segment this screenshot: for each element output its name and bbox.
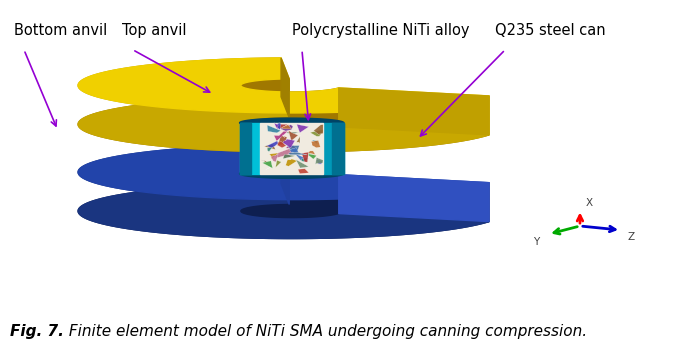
Polygon shape <box>308 151 316 155</box>
Polygon shape <box>275 160 282 168</box>
Polygon shape <box>78 145 489 239</box>
Polygon shape <box>311 140 320 148</box>
Polygon shape <box>316 157 323 164</box>
Polygon shape <box>310 130 323 136</box>
Polygon shape <box>241 79 339 131</box>
Polygon shape <box>339 175 489 221</box>
Polygon shape <box>271 155 278 162</box>
Polygon shape <box>283 154 295 159</box>
Polygon shape <box>308 154 316 159</box>
Polygon shape <box>239 118 344 127</box>
Polygon shape <box>286 159 297 166</box>
Polygon shape <box>287 146 300 153</box>
Polygon shape <box>339 88 489 135</box>
Polygon shape <box>316 159 323 164</box>
Polygon shape <box>78 58 489 152</box>
Polygon shape <box>297 124 309 133</box>
Polygon shape <box>239 123 260 174</box>
Polygon shape <box>262 161 273 168</box>
Polygon shape <box>323 123 344 174</box>
Text: Y: Y <box>533 237 539 247</box>
Polygon shape <box>274 131 288 141</box>
Polygon shape <box>280 125 293 131</box>
Polygon shape <box>307 152 311 155</box>
Text: Fig. 7.: Fig. 7. <box>10 324 64 339</box>
Polygon shape <box>313 125 323 134</box>
Polygon shape <box>78 58 489 113</box>
Polygon shape <box>262 160 267 162</box>
Polygon shape <box>295 154 304 161</box>
Polygon shape <box>298 169 309 174</box>
Polygon shape <box>289 130 298 141</box>
Polygon shape <box>275 123 281 130</box>
Polygon shape <box>266 167 271 170</box>
Polygon shape <box>264 144 275 150</box>
Polygon shape <box>296 159 309 168</box>
Polygon shape <box>277 135 287 145</box>
Text: Q235 steel can: Q235 steel can <box>495 22 606 38</box>
Polygon shape <box>286 132 299 134</box>
Polygon shape <box>269 153 278 159</box>
Text: Bottom anvil: Bottom anvil <box>14 22 107 38</box>
Polygon shape <box>289 148 298 152</box>
Polygon shape <box>281 58 289 118</box>
Polygon shape <box>282 135 285 138</box>
Polygon shape <box>281 145 289 204</box>
Polygon shape <box>274 123 278 130</box>
Polygon shape <box>78 145 489 200</box>
Polygon shape <box>241 166 339 218</box>
Polygon shape <box>286 145 296 149</box>
Polygon shape <box>332 123 344 174</box>
Polygon shape <box>289 152 307 155</box>
Text: Finite element model of NiTi SMA undergoing canning compression.: Finite element model of NiTi SMA undergo… <box>64 324 588 339</box>
Polygon shape <box>282 125 291 129</box>
Polygon shape <box>296 135 300 143</box>
Polygon shape <box>275 124 290 129</box>
Polygon shape <box>267 147 273 152</box>
Polygon shape <box>311 140 318 144</box>
Polygon shape <box>78 97 489 152</box>
Polygon shape <box>302 152 309 162</box>
Polygon shape <box>277 141 286 148</box>
Text: X: X <box>585 198 592 208</box>
Polygon shape <box>239 169 344 178</box>
Polygon shape <box>302 158 309 162</box>
Polygon shape <box>275 148 293 158</box>
Polygon shape <box>266 141 278 148</box>
Polygon shape <box>239 123 251 174</box>
Polygon shape <box>267 125 281 133</box>
Polygon shape <box>283 139 295 148</box>
Text: Top anvil: Top anvil <box>122 22 187 38</box>
Polygon shape <box>78 184 489 239</box>
Text: Z: Z <box>628 232 635 242</box>
Polygon shape <box>260 123 323 174</box>
Text: Polycrystalline NiTi alloy: Polycrystalline NiTi alloy <box>292 22 469 38</box>
